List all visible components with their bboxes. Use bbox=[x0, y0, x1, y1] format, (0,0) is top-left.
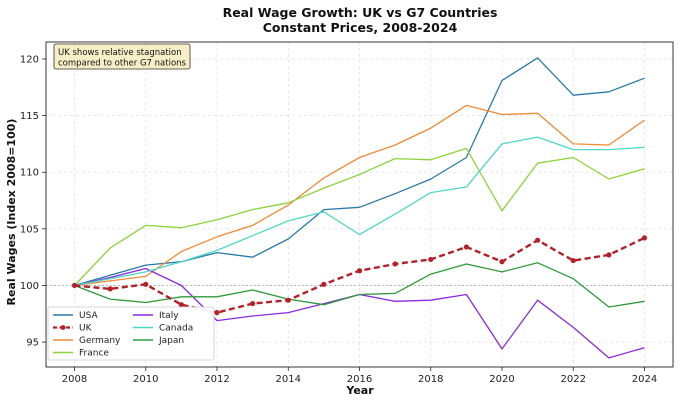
legend-label-uk: UK bbox=[79, 324, 93, 334]
point-uk bbox=[214, 310, 220, 316]
legend: USA UK Germany France Italy Canada Japan bbox=[47, 306, 215, 361]
y-axis-label: Real Wages (Index 2008=100) bbox=[5, 119, 18, 306]
series-line-usa bbox=[74, 57, 645, 287]
x-axis-label: Year bbox=[345, 384, 374, 397]
x-tick-label: 2018 bbox=[418, 374, 443, 385]
x-tick-label: 2010 bbox=[133, 374, 158, 385]
point-uk bbox=[535, 237, 541, 243]
point-uk bbox=[356, 268, 363, 274]
point-uk bbox=[428, 256, 434, 263]
y-tick-label: 120 bbox=[20, 54, 39, 65]
point-uk bbox=[71, 282, 78, 289]
x-tick-label: 2014 bbox=[276, 374, 301, 385]
legend-label-italy: Italy bbox=[159, 311, 179, 321]
legend-label-japan: Japan bbox=[158, 336, 184, 346]
legend-label-usa: USA bbox=[79, 311, 98, 321]
point-uk bbox=[570, 257, 576, 264]
legend-label-canada: Canada bbox=[159, 324, 193, 334]
chart-subtitle: Constant Prices, 2008-2024 bbox=[263, 20, 458, 35]
point-uk bbox=[606, 252, 612, 258]
annotation-background bbox=[53, 43, 191, 70]
x-tick-label: 2016 bbox=[347, 374, 372, 385]
annotation-line: UK shows relative stagnation bbox=[58, 48, 182, 58]
x-tick-label: 2008 bbox=[62, 374, 87, 385]
point-uk bbox=[250, 300, 256, 307]
x-tick-label: 2020 bbox=[489, 374, 514, 385]
series-line-france bbox=[74, 147, 645, 286]
y-tick-label: 95 bbox=[26, 338, 39, 349]
point-uk bbox=[463, 244, 469, 250]
series-line-germany bbox=[74, 104, 645, 287]
point-uk bbox=[285, 297, 291, 303]
y-tick-label: 100 bbox=[20, 281, 39, 292]
y-tick-label: 115 bbox=[20, 111, 39, 122]
point-uk bbox=[107, 286, 113, 292]
annotation-box: UK shows relative stagnation compared to … bbox=[53, 43, 191, 70]
point-uk bbox=[321, 281, 327, 287]
y-tick-label: 110 bbox=[20, 168, 39, 179]
legend-marker-uk bbox=[60, 325, 66, 330]
y-tick-label: 105 bbox=[20, 224, 39, 235]
point-uk bbox=[178, 302, 184, 308]
series-layer bbox=[71, 57, 648, 359]
annotation-line: compared to other G7 nations bbox=[58, 59, 187, 69]
x-tick-label: 2024 bbox=[632, 374, 657, 385]
point-uk bbox=[499, 259, 505, 265]
x-tick-label: 2022 bbox=[561, 374, 586, 385]
legend-label-germany: Germany bbox=[79, 336, 121, 346]
point-uk bbox=[641, 235, 648, 241]
legend-label-france: France bbox=[79, 349, 109, 359]
x-tick-label: 2012 bbox=[204, 374, 229, 385]
legend-frame bbox=[47, 306, 215, 361]
chart-title: Real Wage Growth: UK vs G7 Countries bbox=[223, 5, 498, 20]
x-axis: 2008 2010 2012 2014 2016 2018 2020 2022 2024 bbox=[62, 367, 657, 385]
series-line-canada bbox=[74, 136, 645, 287]
y-axis: 95 100 105 110 115 120 bbox=[20, 54, 46, 349]
annotation-text: UK shows relative stagnation compared to … bbox=[58, 48, 187, 69]
point-uk bbox=[392, 261, 398, 267]
point-uk bbox=[143, 281, 149, 287]
